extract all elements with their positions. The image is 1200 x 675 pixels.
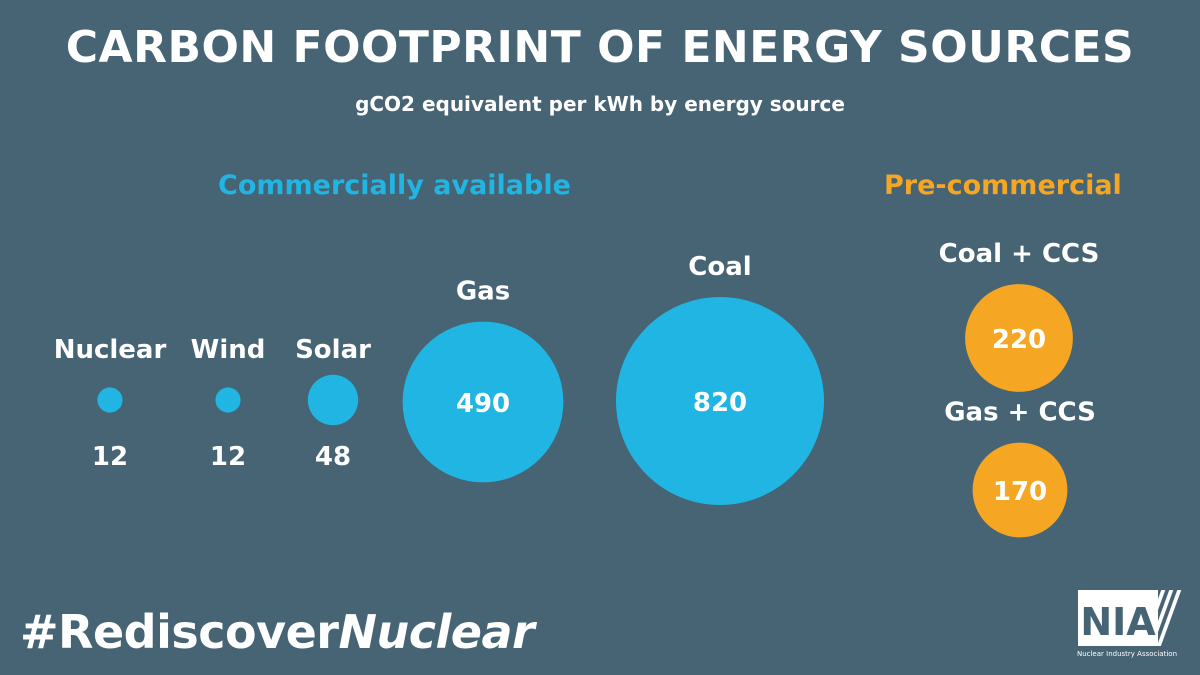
hashtag-prefix: #Rediscover — [20, 605, 339, 659]
bubble-nuclear — [97, 387, 123, 413]
category-label-gas-ccs: Gas + CCS — [944, 398, 1096, 428]
category-label-coal-ccs: Coal + CCS — [939, 239, 1100, 269]
bubble-coal-ccs — [965, 284, 1073, 392]
page-subtitle: gCO2 equivalent per kWh by energy source — [355, 92, 845, 116]
group-label-pre-commercial: Pre-commercial — [884, 170, 1122, 201]
value-label-solar: 48 — [315, 442, 351, 472]
hashtag-emphasis: Nuclear — [338, 605, 535, 659]
category-label-wind: Wind — [191, 335, 266, 365]
category-label-coal: Coal — [688, 252, 751, 282]
logo-letters: NIA — [1080, 600, 1156, 644]
category-label-nuclear: Nuclear — [54, 335, 167, 365]
nia-logo-mark: NIA — [1078, 590, 1182, 646]
value-label-gas: 490 — [456, 389, 510, 419]
bubble-gas-ccs — [972, 442, 1068, 538]
value-label-gas-ccs: 170 — [993, 477, 1047, 507]
value-label-coal: 820 — [693, 388, 747, 418]
bubble-wind — [215, 387, 241, 413]
group-label-commercially-available: Commercially available — [218, 170, 571, 201]
bubble-solar — [307, 374, 359, 426]
hashtag: #RediscoverNuclear — [20, 605, 535, 659]
logo-caption: Nuclear Industry Association — [1076, 650, 1178, 658]
value-label-nuclear: 12 — [92, 442, 128, 472]
value-label-wind: 12 — [210, 442, 246, 472]
bubble-gas — [402, 321, 564, 483]
value-label-coal-ccs: 220 — [992, 325, 1046, 355]
category-label-solar: Solar — [295, 335, 371, 365]
bubble-coal — [616, 297, 824, 505]
category-label-gas: Gas — [456, 277, 510, 307]
page-title: CARBON FOOTPRINT OF ENERGY SOURCES — [65, 22, 1135, 73]
nia-logo-icon: NIA Nuclear Industry Association — [1072, 588, 1182, 668]
